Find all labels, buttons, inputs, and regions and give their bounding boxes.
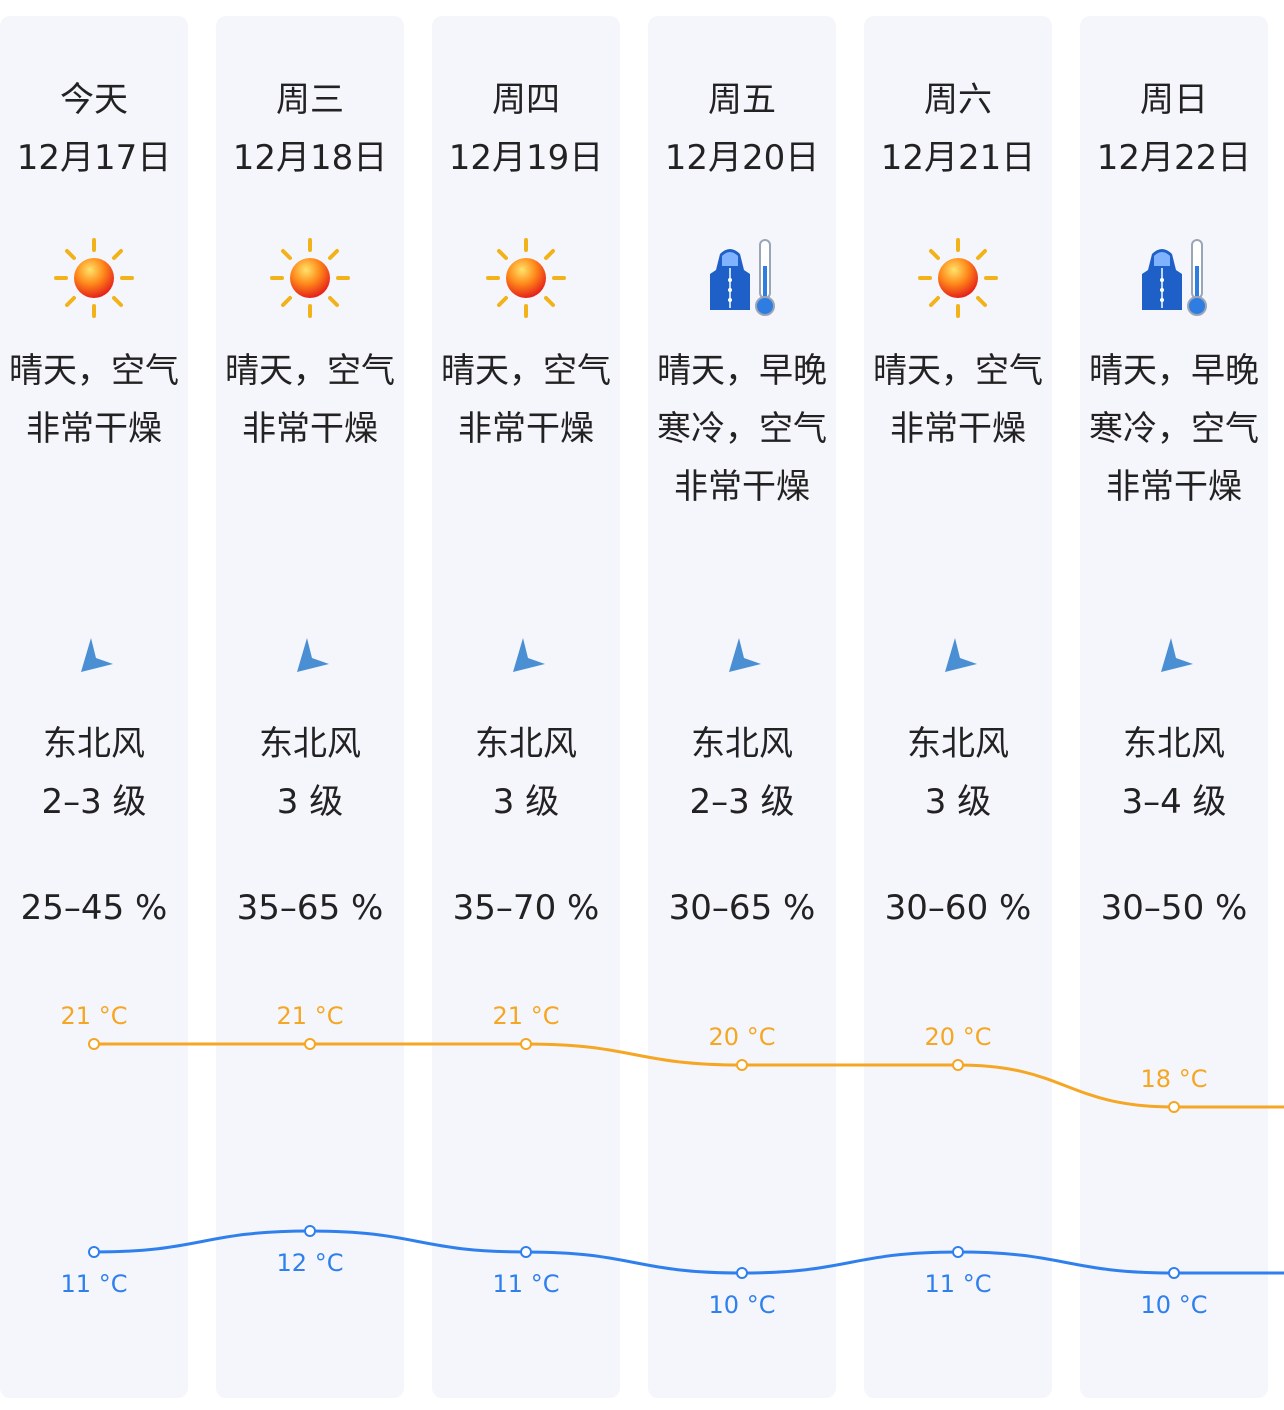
wind-level: 2–3 级: [41, 782, 147, 822]
forecast-day-column[interactable]: 今天 12月17日 晴天，空气非常干燥东北风 2–3 级 25–45 %: [0, 16, 188, 1398]
day-label: 今天: [60, 80, 128, 120]
humidity-range: 35–70 %: [452, 888, 600, 928]
wind-direction: 东北风: [691, 724, 793, 764]
humidity-range: 30–50 %: [1100, 888, 1248, 928]
wind-direction-arrow-icon: [69, 630, 119, 680]
date-label: 12月19日: [448, 138, 604, 178]
wind-direction: 东北风: [907, 724, 1009, 764]
day-label: 周四: [492, 80, 560, 120]
sunny-icon: [52, 236, 136, 320]
humidity-range: 30–60 %: [884, 888, 1032, 928]
weather-description-line: 寒冷，空气: [1089, 409, 1259, 449]
weather-description-line: 晴天，早晚: [1089, 351, 1259, 391]
day-label: 周日: [1140, 80, 1208, 120]
weather-description: 晴天，早晚寒冷，空气非常干燥: [648, 342, 836, 516]
wind-direction-arrow-icon: [717, 630, 767, 680]
weather-description-line: 寒冷，空气: [657, 409, 827, 449]
sunny-icon: [268, 236, 352, 320]
weather-description-line: 晴天，空气: [225, 351, 395, 391]
wind-direction-arrow-icon: [1149, 630, 1199, 680]
wind-direction-arrow-icon: [285, 630, 335, 680]
weather-description-line: 非常干燥: [890, 409, 1026, 449]
wind-direction: 东北风: [259, 724, 361, 764]
wind-level: 3 级: [492, 782, 560, 822]
weather-description: 晴天，空气非常干燥: [432, 342, 620, 458]
cold-weather-icon: [700, 236, 784, 320]
weather-description: 晴天，空气非常干燥: [864, 342, 1052, 458]
weather-description-line: 非常干燥: [1106, 467, 1242, 507]
wind-level: 3 级: [924, 782, 992, 822]
wind-direction: 东北风: [1123, 724, 1225, 764]
weather-description-line: 非常干燥: [242, 409, 378, 449]
weather-description: 晴天，早晚寒冷，空气非常干燥: [1080, 342, 1268, 516]
wind-level: 3 级: [276, 782, 344, 822]
forecast-day-column[interactable]: 周六 12月21日 晴天，空气非常干燥东北风 3 级 30–60 %: [864, 16, 1052, 1398]
day-label: 周五: [708, 80, 776, 120]
weather-description: 晴天，空气非常干燥: [0, 342, 188, 458]
humidity-range: 30–65 %: [668, 888, 816, 928]
day-label: 周三: [276, 80, 344, 120]
forecast-day-column[interactable]: 周五 12月20日 晴天，早晚寒冷，空气非常干燥东北风 2–3 级 30–65 %: [648, 16, 836, 1398]
wind-direction: 东北风: [475, 724, 577, 764]
wind-direction: 东北风: [43, 724, 145, 764]
wind-level: 3–4 级: [1121, 782, 1227, 822]
sunny-icon: [916, 236, 1000, 320]
wind-direction-arrow-icon: [501, 630, 551, 680]
wind-direction-arrow-icon: [933, 630, 983, 680]
weather-description: 晴天，空气非常干燥: [216, 342, 404, 458]
humidity-range: 25–45 %: [20, 888, 168, 928]
humidity-range: 35–65 %: [236, 888, 384, 928]
date-label: 12月21日: [880, 138, 1036, 178]
weather-description-line: 晴天，空气: [441, 351, 611, 391]
wind-level: 2–3 级: [689, 782, 795, 822]
day-label: 周六: [924, 80, 992, 120]
date-label: 12月18日: [232, 138, 388, 178]
weather-description-line: 晴天，空气: [873, 351, 1043, 391]
forecast-day-column[interactable]: 周日 12月22日 晴天，早晚寒冷，空气非常干燥东北风 3–4 级 30–50 %: [1080, 16, 1268, 1398]
weather-description-line: 晴天，空气: [9, 351, 179, 391]
forecast-day-column[interactable]: 周三 12月18日 晴天，空气非常干燥东北风 3 级 35–65 %: [216, 16, 404, 1398]
weather-description-line: 非常干燥: [674, 467, 810, 507]
forecast-day-column[interactable]: 周四 12月19日 晴天，空气非常干燥东北风 3 级 35–70 %: [432, 16, 620, 1398]
date-label: 12月22日: [1096, 138, 1252, 178]
weather-description-line: 非常干燥: [26, 409, 162, 449]
weather-description-line: 晴天，早晚: [657, 351, 827, 391]
date-label: 12月17日: [16, 138, 172, 178]
cold-weather-icon: [1132, 236, 1216, 320]
weather-description-line: 非常干燥: [458, 409, 594, 449]
date-label: 12月20日: [664, 138, 820, 178]
sunny-icon: [484, 236, 568, 320]
